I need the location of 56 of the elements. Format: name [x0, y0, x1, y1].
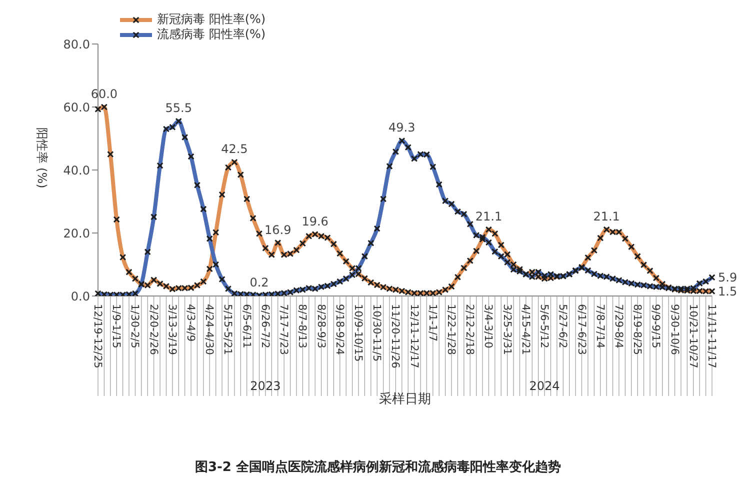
y-tick-label: 80.0 [63, 37, 90, 52]
data-label: 42.5 [221, 142, 248, 156]
y-axis-title: 阳性率 (%) [35, 128, 49, 188]
x-tick-label: 4/3-4/9 [184, 304, 197, 342]
x-tick-label: 7/29-8/4 [612, 304, 624, 349]
x-tick-label: 8/19-8/25 [631, 304, 644, 355]
x-tick-label: 4/15-4/21 [519, 304, 532, 355]
y-tick-label: 20.0 [63, 226, 90, 240]
x-tick-label: 5/6-5/12 [538, 304, 550, 348]
x-tick-label: 2/20-2/26 [147, 304, 160, 356]
x-tick-label: 5/27-6/2 [556, 304, 569, 348]
x-tick-label: 8/7-8/13 [296, 304, 308, 348]
data-label: 55.5 [165, 101, 192, 116]
x-tick-label: 6/26-7/2 [258, 304, 271, 348]
x-tick-label: 11/11-11/17 [706, 304, 718, 368]
x-tick-label: 1/9-1/15 [110, 304, 122, 348]
text: 图3-2 全国哨点医院流感样病例新冠和流感病毒阳性率变化趋势 [194, 458, 562, 476]
x-tick-label: 1/22-1/28 [445, 304, 458, 355]
x-axis-title: 采样日期 [379, 392, 431, 407]
x-tick-label: 10/9-10/15 [352, 304, 364, 362]
x-tick-label: 12/11-12/17 [408, 304, 420, 368]
data-label: 19.6 [302, 214, 328, 228]
data-label: 0.2 [250, 275, 269, 290]
x-tick-label: 1/30-2/5 [128, 304, 141, 348]
x-tick-label: 12/19-12/25 [92, 304, 104, 368]
x-tick-label: 9/9-9/15 [650, 304, 662, 348]
x-tick-label: 6/5-6/11 [240, 304, 252, 348]
x-tick-label: 7/17-7/23 [278, 304, 290, 355]
x-tick-label: 3/25-3/31 [500, 304, 513, 355]
x-tick-label: 2/12-2/18 [464, 304, 476, 355]
x-tick-label: 3/4-3/10 [482, 304, 494, 348]
x-tick-label: 9/30-10/6 [668, 304, 680, 356]
x-tick-label: 8/28-9/3 [314, 304, 327, 348]
data-label: 5.9 [718, 270, 738, 284]
data-label: 1.5 [718, 284, 738, 298]
data-label: 21.1 [593, 210, 620, 224]
x-tick-label: 10/30-11/5 [370, 304, 383, 362]
x-tick-label: 3/13-3/19 [166, 304, 178, 355]
x-tick-label: 4/24-4/30 [203, 304, 216, 355]
legend-label: 新冠病毒 阳性率(%) [157, 12, 266, 27]
x-tick-label: 6/17-6/23 [575, 304, 588, 355]
data-label: 16.9 [264, 222, 292, 237]
x-tick-label: 11/20-11/26 [389, 304, 402, 369]
x-tick-label: 9/18-9/24 [333, 304, 346, 356]
x-tick-label: 7/8-7/14 [594, 304, 606, 349]
y-tick-label: 60.0 [63, 100, 90, 114]
x-tick-label: 10/21-10/27 [686, 304, 699, 368]
y-tick-label: 0.0 [70, 289, 90, 304]
y-tick-label: 40.0 [63, 163, 90, 178]
annotation: 2023 [250, 379, 281, 393]
legend-label: 流感病毒 阳性率(%) [157, 27, 266, 42]
x-tick-label: 5/15-5/21 [222, 304, 234, 355]
annotation: 2024 [529, 379, 560, 393]
data-label: 49.3 [388, 120, 416, 135]
data-label: 21.1 [475, 210, 502, 224]
x-tick-label: 1/1-1/7 [426, 304, 438, 342]
